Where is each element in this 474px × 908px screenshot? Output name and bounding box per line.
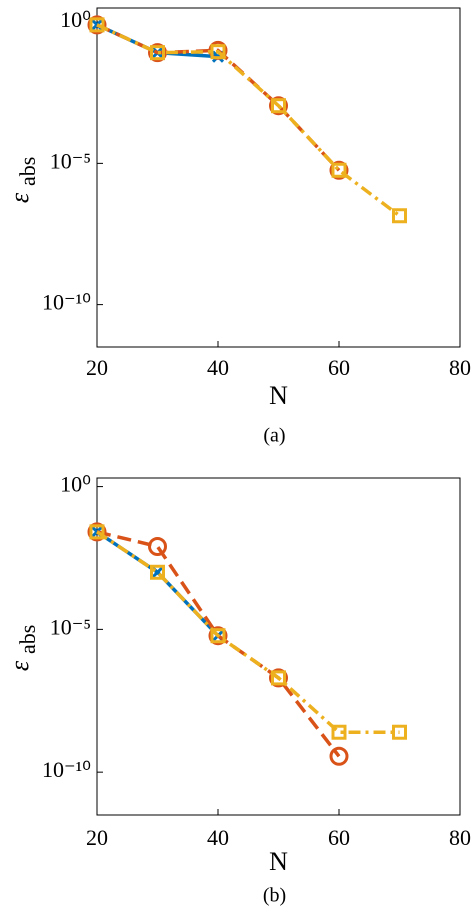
marker (269, 668, 288, 688)
marker (87, 522, 107, 542)
marker (148, 536, 167, 556)
marker (329, 746, 349, 766)
marker (210, 628, 226, 644)
x-tick-label: 80 (449, 355, 471, 380)
marker (392, 724, 407, 740)
marker (392, 208, 407, 224)
y-label-subscript: abs (15, 157, 40, 186)
marker (329, 160, 349, 180)
x-tick-label: 60 (328, 825, 350, 850)
y-label-symbol: ε (5, 660, 34, 671)
y-tick-label: 10⁰ (60, 472, 91, 497)
marker (331, 724, 347, 740)
series-line (96, 530, 400, 734)
x-tick-label: 20 (86, 825, 108, 850)
y-label-symbol: ε (5, 192, 34, 203)
plot-frame (96, 477, 461, 816)
y-axis-label: ε abs (5, 157, 40, 203)
y-label-subscript: abs (15, 625, 40, 654)
marker (271, 98, 286, 114)
y-tick-label: 10⁻⁵ (50, 614, 91, 639)
y-axis-label: ε abs (5, 625, 40, 671)
marker (89, 17, 105, 33)
marker (208, 626, 228, 646)
y-tick-label: 10⁰ (60, 7, 91, 32)
marker (269, 96, 288, 116)
marker (150, 564, 165, 580)
y-tick-label: 10⁻¹⁰ (42, 290, 91, 315)
marker (89, 524, 105, 540)
x-tick-label: 20 (86, 355, 108, 380)
marker (150, 45, 165, 61)
y-tick-label: 10⁻¹⁰ (42, 757, 91, 782)
marker (331, 162, 347, 178)
x-tick-label: 60 (328, 355, 350, 380)
plot-frame (96, 7, 461, 348)
marker (210, 44, 226, 60)
y-tick-label: 10⁻⁵ (50, 148, 91, 173)
marker (271, 670, 286, 686)
x-tick-label: 40 (207, 825, 229, 850)
series-line (96, 23, 401, 218)
x-axis-label: N (269, 381, 288, 410)
x-tick-label: 40 (207, 355, 229, 380)
marker (148, 43, 167, 63)
marker (87, 15, 107, 35)
x-axis-label: N (269, 847, 288, 876)
caption: (b) (263, 885, 286, 907)
caption: (a) (263, 425, 285, 447)
x-tick-label: 80 (449, 825, 471, 850)
